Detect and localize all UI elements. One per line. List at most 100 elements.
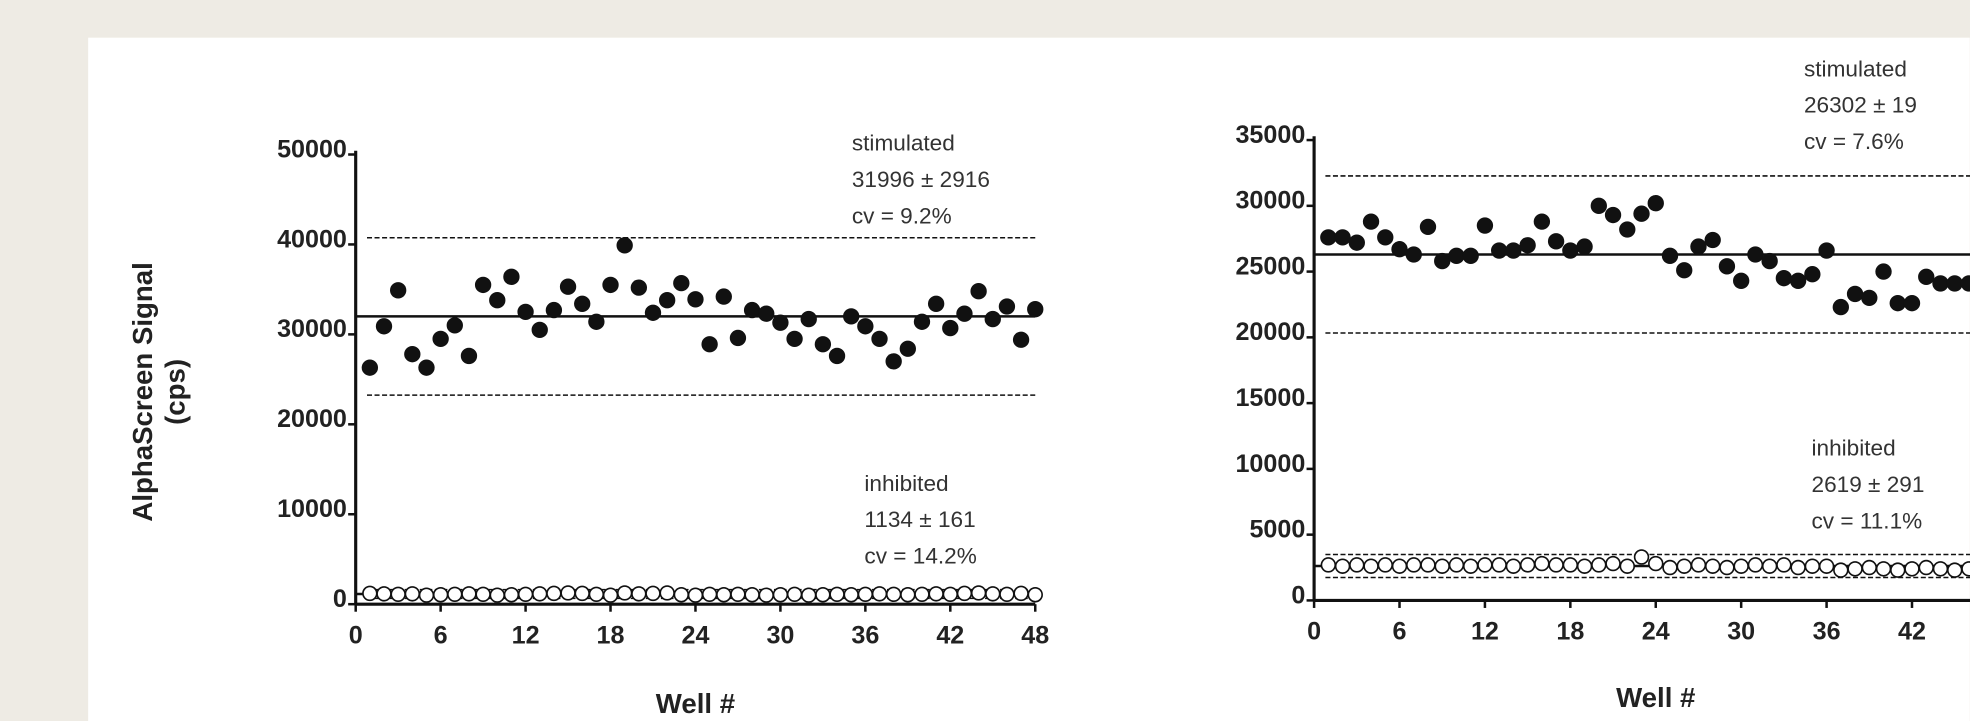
point	[1477, 557, 1493, 573]
point	[1890, 562, 1906, 578]
point	[1661, 247, 1679, 264]
point	[999, 586, 1015, 603]
x-tick-label: 24	[1642, 618, 1670, 646]
point	[1562, 242, 1579, 259]
y-tick-label: 0	[333, 585, 347, 613]
point	[885, 353, 902, 370]
point	[418, 587, 435, 603]
point	[1349, 557, 1365, 573]
point	[1490, 242, 1508, 259]
point	[1619, 221, 1636, 238]
point	[984, 310, 1001, 328]
point	[503, 268, 520, 285]
point	[376, 586, 392, 602]
point	[1676, 558, 1692, 574]
point	[1904, 561, 1920, 577]
point	[1861, 559, 1878, 576]
point	[1334, 229, 1351, 246]
point	[871, 330, 888, 348]
point	[786, 330, 803, 348]
point	[829, 586, 845, 603]
point	[658, 292, 676, 309]
point	[899, 340, 916, 357]
point	[1391, 241, 1408, 258]
point	[1861, 289, 1878, 307]
point	[532, 586, 548, 602]
point	[1334, 558, 1351, 574]
point	[772, 587, 789, 603]
point	[1434, 252, 1451, 270]
point	[1704, 231, 1721, 249]
point	[1320, 557, 1337, 573]
point	[1505, 558, 1522, 574]
point	[730, 586, 746, 603]
y-tick-label: 10000	[1235, 450, 1305, 478]
y-tick-label: 15000	[1235, 384, 1305, 412]
point	[602, 587, 619, 603]
point	[1013, 585, 1029, 602]
point	[574, 585, 590, 602]
point	[1833, 562, 1849, 578]
point	[1761, 558, 1778, 574]
chart: 0 5000 10000 15000 20000 25000 30000 35000 0 6 12 1…	[1235, 56, 1970, 713]
annotation: cv = 9.2%	[852, 203, 952, 228]
point	[1718, 258, 1736, 275]
x-axis-label: Well #	[1616, 682, 1695, 713]
point	[404, 345, 421, 363]
point	[1961, 561, 1970, 577]
point	[1719, 559, 1735, 576]
point	[1362, 213, 1380, 230]
point	[928, 586, 944, 602]
point	[474, 276, 492, 294]
point	[701, 586, 718, 603]
annotation: stimulated	[1804, 56, 1907, 81]
point	[1918, 268, 1935, 286]
point	[1690, 557, 1707, 573]
point	[1818, 558, 1835, 574]
point	[1377, 229, 1394, 246]
point	[1776, 557, 1792, 573]
point	[857, 318, 874, 335]
point	[1377, 557, 1394, 573]
point	[1027, 301, 1044, 318]
point	[1704, 558, 1721, 574]
point	[503, 587, 520, 603]
x-tick-label: 30	[1727, 618, 1755, 646]
point	[1363, 558, 1379, 574]
point	[531, 321, 548, 339]
y-tick-label: 35000	[1235, 121, 1305, 149]
point	[375, 318, 393, 335]
point	[404, 586, 421, 602]
annotation: cv = 7.6%	[1804, 129, 1904, 154]
point	[687, 587, 704, 603]
point	[1903, 294, 1921, 312]
point	[673, 274, 690, 292]
x-tick-label: 12	[512, 621, 540, 649]
annotation: 1134 ± 161	[864, 507, 975, 532]
point	[1548, 557, 1564, 573]
y-tick-label: 20000	[277, 405, 347, 433]
point	[1747, 246, 1764, 263]
point	[659, 585, 675, 601]
y-tick-label: 50000	[277, 135, 347, 163]
point	[517, 586, 534, 603]
point	[1818, 242, 1835, 259]
point	[828, 347, 846, 365]
point	[1846, 285, 1864, 303]
point	[1491, 557, 1507, 573]
point	[913, 313, 931, 330]
point	[1462, 247, 1479, 264]
point	[1576, 238, 1593, 255]
point	[560, 585, 576, 601]
point	[1775, 269, 1793, 287]
point	[630, 279, 648, 296]
point	[998, 298, 1016, 315]
point	[460, 347, 478, 365]
point	[446, 317, 463, 334]
point	[574, 295, 591, 312]
point	[1875, 561, 1892, 577]
point	[942, 586, 959, 603]
x-tick-label: 24	[682, 621, 710, 649]
point	[942, 319, 959, 337]
point	[801, 587, 817, 603]
